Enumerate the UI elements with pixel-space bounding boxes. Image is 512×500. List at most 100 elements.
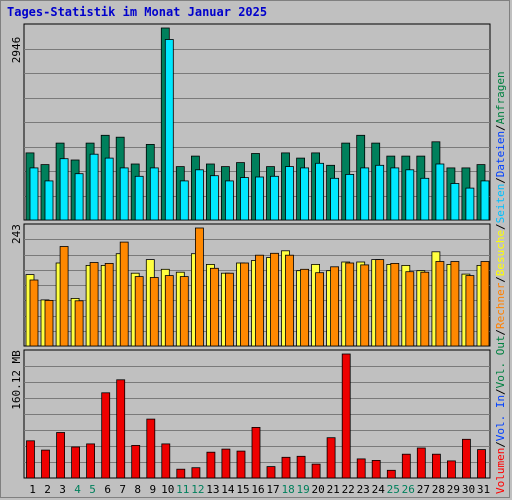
bar-rechner (44, 299, 54, 347)
bar-rechner (179, 276, 189, 347)
legend-item: Vol. Out (494, 335, 507, 388)
bar-rechner (270, 252, 279, 347)
bar-rechner (390, 262, 400, 347)
y-label-middle: 243 (10, 224, 23, 244)
x-tick-label: 19 (296, 483, 309, 496)
bar-volumen (446, 460, 456, 479)
bar-volumen (311, 463, 321, 479)
bar-seiten (330, 177, 340, 221)
bar-volumen (176, 468, 186, 479)
bar-rechner (345, 262, 355, 347)
bar-seiten (164, 39, 174, 221)
legend-item: Volumen (494, 448, 507, 494)
bar-seiten (345, 173, 355, 221)
bar-volumen (356, 458, 366, 479)
legend-separator: / (494, 223, 507, 230)
legend-separator: / (494, 388, 507, 395)
x-tick-label: 27 (417, 483, 430, 496)
bar-rechner (119, 241, 129, 347)
bar-volumen (146, 418, 156, 479)
bar-volumen (236, 450, 246, 479)
bar-seiten (270, 175, 279, 221)
legend-item: Rechner (494, 282, 507, 329)
bar-seiten (209, 175, 219, 221)
x-tick-label: 12 (191, 483, 204, 496)
bar-volumen (477, 449, 486, 479)
bar-rechner (450, 261, 460, 347)
bar-volumen (371, 459, 381, 479)
bar-volumen (86, 443, 95, 479)
bar-volumen (296, 455, 306, 479)
bar-volumen (41, 449, 50, 479)
x-tick-label: 26 (402, 483, 415, 496)
bar-rechner (375, 259, 385, 347)
x-tick-label: 5 (89, 483, 96, 496)
legend-item: Dateien (494, 131, 507, 177)
bar-rechner (74, 300, 84, 347)
bar-rechner (315, 272, 325, 347)
bar-volumen (251, 426, 261, 479)
bar-seiten (300, 167, 310, 221)
x-tick-label: 9 (149, 483, 156, 496)
bar-volumen (326, 437, 336, 479)
bar-rechner (405, 271, 415, 347)
bar-volumen (131, 444, 141, 479)
bar-rechner (330, 266, 340, 347)
bar-seiten (240, 177, 249, 221)
bar-rechner (59, 246, 69, 347)
legend-separator: / (494, 177, 507, 184)
x-tick-label: 1 (29, 483, 36, 496)
bar-rechner (104, 262, 114, 347)
x-tick-label: 4 (74, 483, 81, 496)
bar-rechner (240, 262, 249, 347)
bar-seiten (285, 166, 294, 221)
bar-rechner (480, 261, 490, 347)
chart-title: Tages-Statistik im Monat Januar 2025 (7, 5, 268, 19)
bar-seiten (450, 183, 460, 221)
legend: Volumen/Vol. In/Vol. Out/Rechner/Besuche… (494, 71, 507, 494)
bar-volumen (431, 453, 441, 479)
bar-seiten (390, 167, 400, 221)
bar-rechner (360, 264, 370, 347)
x-tick-label: 8 (134, 483, 141, 496)
bar-volumen (281, 456, 291, 479)
bar-seiten (405, 169, 415, 221)
bar-rechner (164, 275, 174, 347)
bar-volumen (56, 432, 65, 479)
x-tick-label: 16 (251, 483, 264, 496)
bar-rechner (300, 268, 310, 347)
bar-seiten (74, 173, 84, 221)
x-tick-label: 14 (221, 483, 235, 496)
bar-volumen (401, 453, 411, 479)
legend-item: Anfragen (494, 71, 507, 124)
bar-seiten (44, 180, 54, 221)
x-tick-label: 23 (357, 483, 370, 496)
bar-seiten (179, 180, 189, 221)
bar-volumen (206, 451, 216, 479)
x-tick-label: 18 (281, 483, 294, 496)
legend-item: Vol. In (494, 395, 507, 441)
x-tick-label: 24 (372, 483, 386, 496)
x-tick-label: 11 (176, 483, 189, 496)
legend-separator: / (494, 441, 507, 448)
bar-rechner (194, 227, 204, 347)
bar-volumen (221, 448, 231, 479)
bar-seiten (59, 158, 69, 221)
x-tick-label: 20 (311, 483, 324, 496)
legend-item: Seiten (494, 184, 507, 224)
bar-volumen (71, 446, 80, 479)
bar-volumen (461, 438, 471, 479)
bar-seiten (134, 175, 144, 221)
legend-item: Besuche (494, 230, 507, 276)
bar-seiten (360, 167, 370, 221)
x-tick-label: 2 (44, 483, 51, 496)
bar-seiten (89, 153, 99, 221)
y-label-bottom: 160.12 MB (10, 350, 23, 410)
bar-seiten (465, 187, 475, 221)
legend-separator: / (494, 329, 507, 336)
bar-rechner (134, 276, 144, 347)
bar-volumen (341, 353, 351, 479)
bar-volumen (416, 447, 426, 479)
